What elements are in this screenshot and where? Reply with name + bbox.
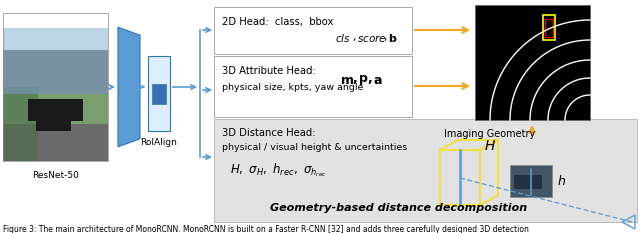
Bar <box>36 119 71 131</box>
Text: Figure 3: The main architecture of MonoRCNN. MonoRCNN is built on a Faster R-CNN: Figure 3: The main architecture of MonoR… <box>3 225 529 233</box>
Bar <box>28 99 83 121</box>
Text: $score$: $score$ <box>357 32 387 44</box>
Bar <box>510 165 552 197</box>
Text: physical / visual height & uncertainties: physical / visual height & uncertainties <box>222 143 407 151</box>
Text: Imaging Geometry: Imaging Geometry <box>444 129 536 139</box>
Bar <box>543 15 555 40</box>
FancyBboxPatch shape <box>214 55 412 116</box>
Bar <box>3 13 108 161</box>
Text: physical size, kpts, yaw angle: physical size, kpts, yaw angle <box>222 82 364 92</box>
Bar <box>3 50 108 94</box>
Text: $\mathbf{a}$: $\mathbf{a}$ <box>373 73 383 86</box>
Bar <box>3 124 108 161</box>
Bar <box>475 5 590 120</box>
FancyBboxPatch shape <box>214 119 637 222</box>
Text: $\mathbf{m}$: $\mathbf{m}$ <box>340 73 354 86</box>
Text: RoIAlign: RoIAlign <box>141 138 177 147</box>
Text: $cls$: $cls$ <box>335 32 351 44</box>
Bar <box>3 28 108 94</box>
Text: $,$: $,$ <box>352 33 356 43</box>
Bar <box>148 56 170 131</box>
Text: $\mathbf{,}$: $\mathbf{,}$ <box>367 73 372 86</box>
Text: $H,\ \sigma_H,\ h_{rec},\ \sigma_{h_{rec}}$: $H,\ \sigma_H,\ h_{rec},\ \sigma_{h_{rec… <box>230 161 327 179</box>
Text: $\mathbf{,}$: $\mathbf{,}$ <box>352 73 358 86</box>
Text: $h$: $h$ <box>557 174 566 188</box>
Text: $\mathbf{b}$: $\mathbf{b}$ <box>388 32 397 44</box>
Text: 2D Head:  class,  bbox: 2D Head: class, bbox <box>222 17 333 27</box>
Bar <box>152 84 166 104</box>
Text: Geometry-based distance decomposition: Geometry-based distance decomposition <box>270 203 527 213</box>
Polygon shape <box>118 27 140 147</box>
Text: 3D Attribute Head:: 3D Attribute Head: <box>222 66 316 76</box>
Text: $\mathbf{p}$: $\mathbf{p}$ <box>358 73 369 87</box>
Bar <box>3 94 108 161</box>
Text: 3D Distance Head:: 3D Distance Head: <box>222 128 316 138</box>
Bar <box>545 19 553 37</box>
Bar <box>3 87 38 161</box>
FancyBboxPatch shape <box>214 7 412 54</box>
Text: $,$: $,$ <box>383 33 387 43</box>
Bar <box>514 175 542 189</box>
Text: $H$: $H$ <box>484 139 496 153</box>
Text: ResNet-50: ResNet-50 <box>32 171 79 180</box>
